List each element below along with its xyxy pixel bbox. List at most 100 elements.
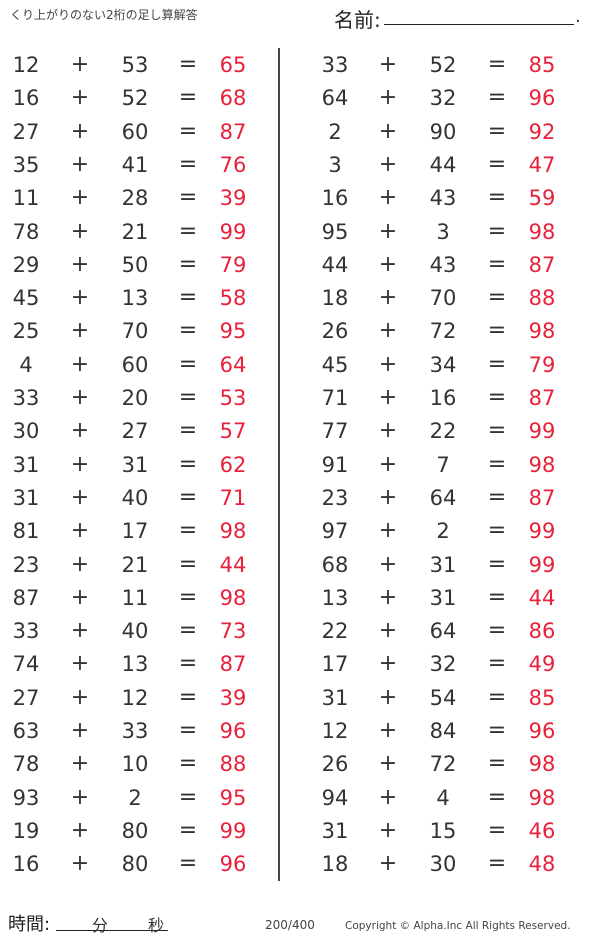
left-row-5-equals-sign: =: [178, 185, 198, 211]
left-row-14-addend-b: 40: [121, 485, 149, 510]
left-row-25-equals-sign: =: [178, 851, 198, 877]
right-row-22-addend-a: 26: [321, 752, 349, 777]
right-row-6-equals-sign: =: [487, 218, 507, 244]
left-row-24-answer: 99: [219, 818, 247, 843]
left-row-19-addend-a: 74: [12, 652, 40, 677]
left-row-10-equals-sign: =: [178, 351, 198, 377]
worksheet-title: くり上がりのない2桁の足し算解答: [10, 8, 198, 22]
left-row-7-addend-a: 29: [12, 252, 40, 277]
name-label: 名前:: [334, 8, 381, 32]
left-row-14-plus-sign: +: [70, 484, 90, 510]
page-number: 200/400: [265, 918, 315, 932]
left-row-16-addend-a: 23: [12, 552, 40, 577]
left-row-21-addend-b: 33: [121, 719, 149, 743]
left-row-6-addend-a: 78: [12, 219, 40, 244]
left-row-14-equals-sign: =: [178, 484, 198, 510]
left-row-13-plus-sign: +: [70, 451, 90, 477]
right-row-2-addend-a: 64: [321, 86, 349, 111]
right-row-18-plus-sign: +: [378, 618, 398, 644]
right-row-21-answer: 96: [528, 719, 556, 743]
right-row-13-equals-sign: =: [487, 451, 507, 477]
left-row-25-answer: 96: [219, 852, 247, 877]
left-row-7-equals-sign: =: [178, 251, 198, 277]
right-row-16-answer: 99: [528, 552, 556, 577]
right-row-22-equals-sign: =: [487, 751, 507, 777]
right-row-1-answer: 85: [528, 53, 556, 77]
left-row-20-addend-a: 27: [12, 685, 40, 710]
right-row-25-addend-b: 30: [429, 852, 457, 877]
right-row-10-addend-a: 45: [321, 352, 349, 377]
left-row-20-equals-sign: =: [178, 684, 198, 710]
left-row-6-equals-sign: =: [178, 218, 198, 244]
left-row-8-addend-b: 13: [121, 286, 149, 311]
left-row-3-equals-sign: =: [178, 118, 198, 144]
right-row-2-addend-b: 32: [429, 86, 457, 111]
right-row-1-addend-a: 33: [321, 53, 349, 77]
right-row-6-addend-b: 3: [436, 219, 450, 244]
left-row-23-addend-a: 93: [12, 785, 40, 810]
right-row-12-plus-sign: +: [378, 418, 398, 444]
right-row-3-answer: 92: [528, 119, 556, 144]
right-row-8-addend-a: 18: [321, 286, 349, 311]
left-row-25-addend-a: 16: [12, 852, 40, 877]
right-row-18-addend-a: 22: [321, 619, 349, 644]
right-row-21-addend-b: 84: [429, 719, 457, 743]
right-row-23-answer: 98: [528, 785, 556, 810]
copyright: Copyright © Alpha.Inc All Rights Reserve…: [345, 920, 571, 932]
left-row-9-addend-b: 70: [121, 319, 149, 344]
right-row-4-plus-sign: +: [378, 151, 398, 177]
left-row-4-addend-a: 35: [12, 152, 40, 177]
right-row-13-addend-b: 7: [436, 452, 450, 477]
right-row-4-addend-b: 44: [429, 152, 457, 177]
left-row-17-addend-b: 11: [121, 585, 149, 610]
right-row-6-addend-a: 95: [321, 219, 349, 244]
right-row-14-addend-a: 23: [321, 485, 349, 510]
left-row-21-addend-a: 63: [12, 719, 40, 743]
right-row-3-addend-b: 90: [429, 119, 457, 144]
left-row-9-addend-a: 25: [12, 319, 40, 344]
right-row-8-equals-sign: =: [487, 285, 507, 311]
right-row-7-answer: 87: [528, 252, 556, 277]
right-row-19-addend-b: 32: [429, 652, 457, 677]
left-row-8-answer: 58: [219, 286, 247, 311]
left-row-3-answer: 87: [219, 119, 247, 144]
left-row-10-plus-sign: +: [70, 351, 90, 377]
left-row-4-plus-sign: +: [70, 151, 90, 177]
right-row-23-equals-sign: =: [487, 784, 507, 810]
right-row-24-addend-a: 31: [321, 818, 349, 843]
left-row-16-addend-b: 21: [121, 552, 149, 577]
right-row-20-addend-b: 54: [429, 685, 457, 710]
left-row-18-addend-a: 33: [12, 619, 40, 644]
right-row-2-equals-sign: =: [487, 85, 507, 111]
right-row-11-equals-sign: =: [487, 385, 507, 410]
left-row-6-answer: 99: [219, 219, 247, 244]
right-row-15-plus-sign: +: [378, 518, 398, 544]
right-row-24-plus-sign: +: [378, 817, 398, 843]
left-row-18-plus-sign: +: [70, 618, 90, 644]
left-row-12-addend-a: 30: [12, 419, 40, 444]
right-row-1-equals-sign: =: [487, 52, 507, 77]
left-row-1-addend-b: 53: [121, 53, 149, 77]
right-row-23-addend-b: 4: [436, 785, 450, 810]
left-row-1-answer: 65: [219, 53, 247, 77]
left-row-2-answer: 68: [219, 86, 247, 111]
right-row-13-addend-a: 91: [321, 452, 349, 477]
left-row-23-answer: 95: [219, 785, 247, 810]
left-row-22-answer: 88: [219, 752, 247, 777]
right-row-10-answer: 79: [528, 352, 556, 377]
left-row-1-plus-sign: +: [70, 52, 90, 77]
right-row-9-addend-a: 26: [321, 319, 349, 344]
left-row-3-addend-a: 27: [12, 119, 40, 144]
left-row-23-equals-sign: =: [178, 784, 198, 810]
right-row-9-answer: 98: [528, 319, 556, 344]
left-row-15-addend-a: 81: [12, 519, 40, 544]
left-row-20-addend-b: 12: [121, 685, 149, 710]
minutes-label: 分: [92, 916, 109, 935]
right-row-25-answer: 48: [528, 852, 556, 877]
left-row-6-addend-b: 21: [121, 219, 149, 244]
right-row-11-addend-b: 16: [429, 386, 457, 410]
left-row-22-plus-sign: +: [70, 751, 90, 777]
right-row-5-answer: 59: [528, 186, 556, 211]
right-row-16-equals-sign: =: [487, 551, 507, 577]
right-row-2-answer: 96: [528, 86, 556, 111]
